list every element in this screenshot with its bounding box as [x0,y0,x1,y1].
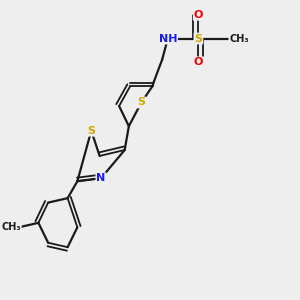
Text: S: S [87,126,95,136]
Text: O: O [194,57,203,67]
Text: CH₃: CH₃ [2,222,21,232]
Text: NH: NH [159,34,177,44]
Text: N: N [96,173,106,183]
Text: S: S [194,34,202,44]
Text: S: S [137,98,146,107]
Text: O: O [194,10,203,20]
Text: CH₃: CH₃ [229,34,249,44]
